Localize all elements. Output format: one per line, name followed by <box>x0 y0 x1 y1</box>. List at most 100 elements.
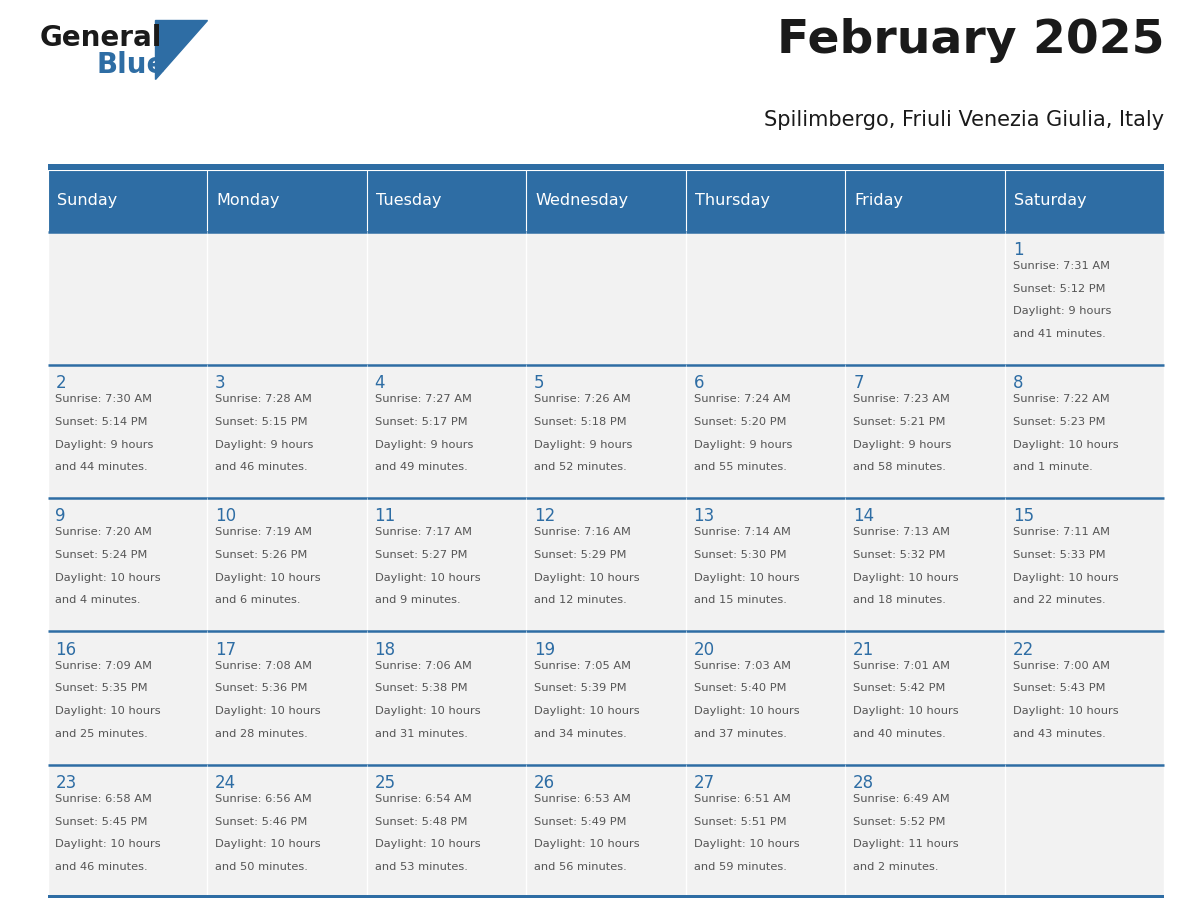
Text: Sunset: 5:42 PM: Sunset: 5:42 PM <box>853 683 946 693</box>
Text: and 22 minutes.: and 22 minutes. <box>1012 596 1105 605</box>
Text: and 4 minutes.: and 4 minutes. <box>56 596 141 605</box>
Text: Sunset: 5:23 PM: Sunset: 5:23 PM <box>1012 417 1105 427</box>
Text: Sunset: 5:18 PM: Sunset: 5:18 PM <box>535 417 627 427</box>
Text: Blue: Blue <box>96 51 166 79</box>
Polygon shape <box>156 19 207 79</box>
Text: Sunrise: 7:20 AM: Sunrise: 7:20 AM <box>56 528 152 537</box>
Text: Daylight: 9 hours: Daylight: 9 hours <box>374 440 473 450</box>
Text: and 37 minutes.: and 37 minutes. <box>694 729 786 739</box>
Text: and 9 minutes.: and 9 minutes. <box>374 596 460 605</box>
Text: Sunset: 5:32 PM: Sunset: 5:32 PM <box>853 550 946 560</box>
Text: Daylight: 10 hours: Daylight: 10 hours <box>853 573 959 583</box>
Text: and 25 minutes.: and 25 minutes. <box>56 729 148 739</box>
Text: Sunrise: 7:13 AM: Sunrise: 7:13 AM <box>853 528 950 537</box>
Text: 15: 15 <box>1012 508 1034 525</box>
Text: and 28 minutes.: and 28 minutes. <box>215 729 308 739</box>
Text: Sunrise: 7:26 AM: Sunrise: 7:26 AM <box>535 394 631 404</box>
Text: Daylight: 9 hours: Daylight: 9 hours <box>56 440 154 450</box>
Text: 13: 13 <box>694 508 715 525</box>
Text: and 53 minutes.: and 53 minutes. <box>374 862 467 872</box>
Text: Sunset: 5:29 PM: Sunset: 5:29 PM <box>535 550 626 560</box>
Text: Daylight: 9 hours: Daylight: 9 hours <box>1012 307 1111 317</box>
Text: 19: 19 <box>535 641 555 659</box>
Text: Sunset: 5:36 PM: Sunset: 5:36 PM <box>215 683 308 693</box>
Text: Sunset: 5:48 PM: Sunset: 5:48 PM <box>374 816 467 826</box>
Text: Sunrise: 7:08 AM: Sunrise: 7:08 AM <box>215 661 312 671</box>
Text: and 12 minutes.: and 12 minutes. <box>535 596 627 605</box>
Text: 23: 23 <box>56 774 77 792</box>
Text: Sunrise: 7:30 AM: Sunrise: 7:30 AM <box>56 394 152 404</box>
Text: Sunrise: 7:00 AM: Sunrise: 7:00 AM <box>1012 661 1110 671</box>
Text: 5: 5 <box>535 375 544 392</box>
Text: Daylight: 9 hours: Daylight: 9 hours <box>853 440 952 450</box>
Text: Sunrise: 6:49 AM: Sunrise: 6:49 AM <box>853 794 950 804</box>
Text: Sunset: 5:45 PM: Sunset: 5:45 PM <box>56 816 148 826</box>
Text: Sunset: 5:33 PM: Sunset: 5:33 PM <box>1012 550 1105 560</box>
Text: 17: 17 <box>215 641 236 659</box>
Text: Sunrise: 7:16 AM: Sunrise: 7:16 AM <box>535 528 631 537</box>
Text: and 1 minute.: and 1 minute. <box>1012 462 1093 472</box>
Text: Sunset: 5:20 PM: Sunset: 5:20 PM <box>694 417 786 427</box>
Text: Daylight: 10 hours: Daylight: 10 hours <box>1012 706 1118 716</box>
Text: Sunrise: 6:58 AM: Sunrise: 6:58 AM <box>56 794 152 804</box>
Text: 20: 20 <box>694 641 715 659</box>
Text: Wednesday: Wednesday <box>536 194 628 208</box>
Text: Sunset: 5:14 PM: Sunset: 5:14 PM <box>56 417 148 427</box>
Text: 11: 11 <box>374 508 396 525</box>
Text: Daylight: 10 hours: Daylight: 10 hours <box>1012 573 1118 583</box>
Text: and 31 minutes.: and 31 minutes. <box>374 729 467 739</box>
Text: Sunset: 5:51 PM: Sunset: 5:51 PM <box>694 816 786 826</box>
Text: 25: 25 <box>374 774 396 792</box>
Text: Sunrise: 7:17 AM: Sunrise: 7:17 AM <box>374 528 472 537</box>
Text: Sunrise: 7:28 AM: Sunrise: 7:28 AM <box>215 394 312 404</box>
Text: Sunset: 5:39 PM: Sunset: 5:39 PM <box>535 683 627 693</box>
Text: Daylight: 10 hours: Daylight: 10 hours <box>56 706 162 716</box>
Text: and 46 minutes.: and 46 minutes. <box>56 862 148 872</box>
Text: Daylight: 11 hours: Daylight: 11 hours <box>853 839 959 849</box>
Text: General: General <box>39 24 162 52</box>
Text: 12: 12 <box>535 508 555 525</box>
Text: Daylight: 10 hours: Daylight: 10 hours <box>694 573 800 583</box>
Text: Daylight: 9 hours: Daylight: 9 hours <box>535 440 632 450</box>
Text: Sunset: 5:21 PM: Sunset: 5:21 PM <box>853 417 946 427</box>
Text: Sunset: 5:15 PM: Sunset: 5:15 PM <box>215 417 308 427</box>
Text: 21: 21 <box>853 641 874 659</box>
Text: Daylight: 10 hours: Daylight: 10 hours <box>56 839 162 849</box>
Text: Sunset: 5:49 PM: Sunset: 5:49 PM <box>535 816 626 826</box>
Text: Sunrise: 7:24 AM: Sunrise: 7:24 AM <box>694 394 790 404</box>
Text: Sunday: Sunday <box>57 194 118 208</box>
Text: Daylight: 10 hours: Daylight: 10 hours <box>535 839 639 849</box>
Text: Daylight: 10 hours: Daylight: 10 hours <box>215 573 321 583</box>
Text: February 2025: February 2025 <box>777 18 1164 63</box>
Text: Sunset: 5:17 PM: Sunset: 5:17 PM <box>374 417 467 427</box>
Text: 24: 24 <box>215 774 236 792</box>
Text: Daylight: 10 hours: Daylight: 10 hours <box>215 706 321 716</box>
Text: 27: 27 <box>694 774 715 792</box>
Text: Sunset: 5:27 PM: Sunset: 5:27 PM <box>374 550 467 560</box>
Text: and 59 minutes.: and 59 minutes. <box>694 862 786 872</box>
Text: 8: 8 <box>1012 375 1023 392</box>
Text: 16: 16 <box>56 641 76 659</box>
Text: Sunrise: 7:31 AM: Sunrise: 7:31 AM <box>1012 261 1110 271</box>
Text: and 55 minutes.: and 55 minutes. <box>694 462 786 472</box>
Text: Sunrise: 7:06 AM: Sunrise: 7:06 AM <box>374 661 472 671</box>
Text: Saturday: Saturday <box>1015 194 1087 208</box>
Text: 1: 1 <box>1012 241 1023 259</box>
Text: Sunrise: 7:11 AM: Sunrise: 7:11 AM <box>1012 528 1110 537</box>
Text: Sunrise: 6:51 AM: Sunrise: 6:51 AM <box>694 794 790 804</box>
Text: Sunset: 5:30 PM: Sunset: 5:30 PM <box>694 550 786 560</box>
Text: Sunset: 5:38 PM: Sunset: 5:38 PM <box>374 683 467 693</box>
Text: Sunrise: 7:14 AM: Sunrise: 7:14 AM <box>694 528 790 537</box>
Text: and 15 minutes.: and 15 minutes. <box>694 596 786 605</box>
Text: Daylight: 10 hours: Daylight: 10 hours <box>694 839 800 849</box>
Text: Sunrise: 6:56 AM: Sunrise: 6:56 AM <box>215 794 311 804</box>
Text: Monday: Monday <box>216 194 280 208</box>
Text: Sunset: 5:52 PM: Sunset: 5:52 PM <box>853 816 946 826</box>
Text: 4: 4 <box>374 375 385 392</box>
Text: Daylight: 10 hours: Daylight: 10 hours <box>374 706 480 716</box>
Text: Sunrise: 7:05 AM: Sunrise: 7:05 AM <box>535 661 631 671</box>
Text: Daylight: 10 hours: Daylight: 10 hours <box>1012 440 1118 450</box>
Text: 3: 3 <box>215 375 226 392</box>
Text: Daylight: 9 hours: Daylight: 9 hours <box>694 440 792 450</box>
Text: and 56 minutes.: and 56 minutes. <box>535 862 627 872</box>
